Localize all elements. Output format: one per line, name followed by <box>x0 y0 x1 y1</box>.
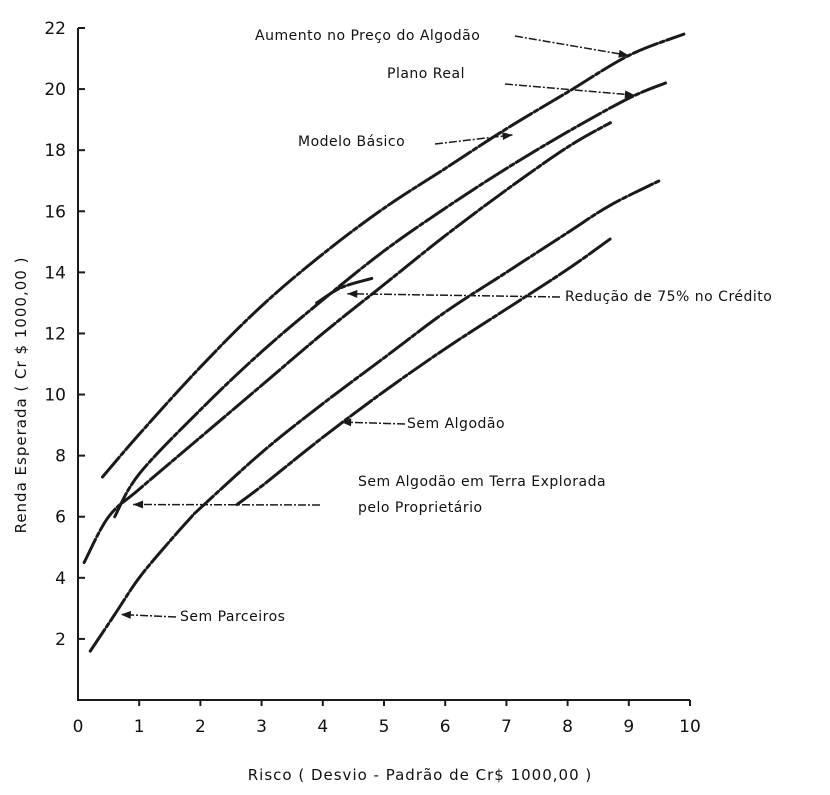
annotations: Aumento no Preço do Algodão Plano Real Mod… <box>120 28 772 625</box>
x-tick-label: 5 <box>379 717 390 737</box>
y-tick-label: 20 <box>44 80 66 100</box>
x-tick-label: 6 <box>440 717 451 737</box>
annotation-arrow <box>341 421 406 425</box>
x-tick-label: 1 <box>134 717 145 737</box>
x-tick-label: 8 <box>562 717 573 737</box>
series-lines <box>82 32 686 653</box>
series-line-2 <box>82 121 612 565</box>
series-line-3 <box>315 276 374 305</box>
y-tick-label: 6 <box>55 508 66 528</box>
arrowhead <box>120 610 132 619</box>
annotation-arrow <box>347 292 561 298</box>
y-tick-label: 22 <box>44 19 66 39</box>
annotation-label: Sem Algodão em Terra Explorada <box>358 474 606 490</box>
axis-frame <box>77 28 690 701</box>
y-tick-label: 14 <box>44 263 66 283</box>
arrowhead <box>341 418 352 427</box>
annotation-label: Aumento no Preço do Algodão <box>255 28 480 44</box>
x-axis-label: Risco ( Desvio - Padrão de Cr$ 1000,00 ) <box>248 766 593 784</box>
y-tick-label: 2 <box>55 630 66 650</box>
annotation-arrow <box>504 83 635 96</box>
y-tick-label: 12 <box>44 324 66 344</box>
x-tick-label: 10 <box>679 717 701 737</box>
x-tick-label: 3 <box>256 717 267 737</box>
axes <box>77 28 690 701</box>
annotation-label: pelo Proprietário <box>358 500 483 516</box>
annotation-label: Modelo Básico <box>298 134 405 150</box>
x-tick-label: 9 <box>623 717 634 737</box>
annotation-arrow <box>434 134 513 145</box>
arrowhead <box>502 132 513 141</box>
series-line-1 <box>113 81 668 519</box>
y-tick-label: 16 <box>44 202 66 222</box>
annotation-label: Plano Real <box>387 66 465 82</box>
y-tick-label: 8 <box>55 447 66 467</box>
y-tick-label: 4 <box>55 569 66 589</box>
x-tick-label: 0 <box>73 717 84 737</box>
y-tick-label: 18 <box>44 141 66 161</box>
y-tick-label: 10 <box>44 386 66 406</box>
annotation-arrow <box>514 35 629 57</box>
series-line-5 <box>235 237 612 507</box>
x-tick-label: 4 <box>317 717 328 737</box>
arrowhead <box>133 500 144 509</box>
x-tick-label: 7 <box>501 717 512 737</box>
arrowhead <box>624 90 635 99</box>
series-line-0 <box>100 32 686 479</box>
y-axis-label: Renda Esperada ( Cr $ 1000,00 ) <box>12 257 30 534</box>
series-line-4 <box>192 179 661 516</box>
annotation-label: Redução de 75% no Crédito <box>565 289 772 305</box>
annotation-label: Sem Parceiros <box>180 609 285 625</box>
annotation-label: Sem Algodão <box>407 416 505 432</box>
arrowhead <box>618 49 629 58</box>
series-line-6 <box>88 512 196 653</box>
x-tick-label: 2 <box>195 717 206 737</box>
arrowhead <box>347 289 358 298</box>
